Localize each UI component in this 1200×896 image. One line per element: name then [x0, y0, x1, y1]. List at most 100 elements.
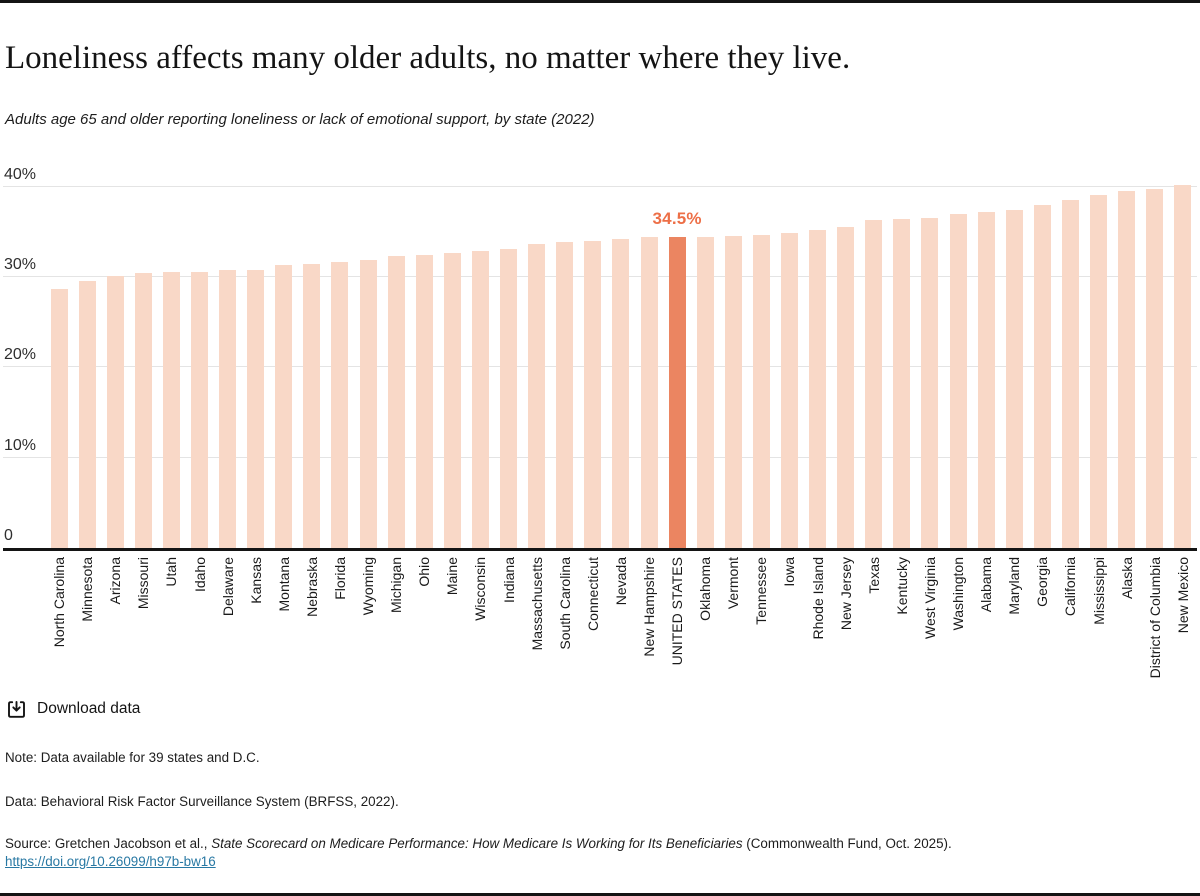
- x-tick-label: Massachusetts: [528, 556, 545, 651]
- bar-column: Kansas: [242, 187, 270, 604]
- source-report-title: State Scorecard on Medicare Performance:…: [211, 835, 743, 851]
- y-tick-label: 40%: [4, 165, 37, 183]
- bar-column: Rhode Island: [804, 187, 832, 639]
- bar[interactable]: [1005, 209, 1023, 548]
- bar[interactable]: [191, 271, 209, 548]
- x-tick-label: Georgia: [1034, 556, 1051, 607]
- bar-column: Washington: [944, 187, 972, 630]
- bar[interactable]: [303, 263, 321, 548]
- bar[interactable]: [809, 230, 827, 548]
- x-tick-label: Tennessee: [753, 556, 770, 625]
- bar-column: Delaware: [214, 187, 242, 616]
- y-tick-label: 10%: [4, 436, 37, 454]
- bar-column: Connecticut: [579, 187, 607, 631]
- bar-column: West Virginia: [916, 187, 944, 639]
- x-tick-label: Mississippi: [1090, 556, 1107, 625]
- bar-column: Missouri: [129, 187, 157, 609]
- bar[interactable]: [752, 234, 770, 548]
- bar[interactable]: [275, 264, 293, 548]
- bar[interactable]: [780, 232, 798, 548]
- x-tick-label: California: [1062, 556, 1079, 617]
- x-tick-label: Minnesota: [79, 556, 96, 622]
- x-tick-label: Connecticut: [584, 556, 601, 631]
- bars-row: North Carolina Minnesota Arizona Missouri Ut…: [3, 185, 1197, 678]
- bar-column: Tennessee: [747, 187, 775, 625]
- bar[interactable]: [247, 269, 265, 548]
- x-tick-label: New Hampshire: [641, 556, 658, 657]
- x-tick-label: Alaska: [1118, 556, 1135, 599]
- bar-chart: 0 10% 20% 30% 40% North Carolina Minnesota Ariz…: [3, 166, 1197, 700]
- bar[interactable]: [134, 272, 152, 548]
- x-tick-label: Nevada: [612, 556, 629, 606]
- note-text: Note: Data available for 39 states and D…: [5, 749, 260, 765]
- bar[interactable]: [359, 260, 377, 548]
- bar-column: Massachusetts: [523, 187, 551, 650]
- page-title: Loneliness affects many older adults, no…: [5, 40, 851, 76]
- bar[interactable]: [865, 220, 883, 548]
- bar[interactable]: [471, 251, 489, 548]
- bar[interactable]: [387, 255, 405, 548]
- bar[interactable]: [528, 243, 546, 548]
- x-tick-label: Texas: [865, 556, 882, 594]
- bar-column: Florida: [326, 187, 354, 600]
- x-tick-label: Oklahoma: [697, 556, 714, 621]
- bar[interactable]: [893, 219, 911, 548]
- x-tick-label: Nebraska: [303, 556, 320, 617]
- bar[interactable]: [443, 252, 461, 548]
- plot-area: 0 10% 20% 30% 40% North Carolina Minnesota Ariz…: [3, 166, 1197, 678]
- bar[interactable]: [415, 254, 433, 548]
- bar[interactable]: [219, 269, 237, 548]
- x-tick-label: Washington: [950, 556, 967, 631]
- bar-column: Iowa: [775, 187, 803, 587]
- bar[interactable]: [1118, 191, 1136, 548]
- x-tick-label: District of Columbia: [1146, 556, 1163, 679]
- y-tick-label: 0: [4, 526, 13, 544]
- x-tick-label: Delaware: [219, 556, 236, 617]
- bar[interactable]: [50, 288, 68, 548]
- bar[interactable]: [724, 235, 742, 548]
- bar[interactable]: [584, 241, 602, 548]
- bar[interactable]: [331, 261, 349, 548]
- bar[interactable]: [640, 237, 658, 548]
- bar-column: Michigan: [382, 187, 410, 613]
- bar[interactable]: [500, 249, 518, 548]
- x-tick-label: Wyoming: [360, 556, 377, 616]
- x-tick-label: West Virginia: [921, 556, 938, 639]
- download-data-button[interactable]: Download data: [7, 700, 140, 719]
- bar-column: Maine: [438, 187, 466, 595]
- bar[interactable]: [696, 236, 714, 548]
- data-source-text: Data: Behavioral Risk Factor Surveillanc…: [5, 793, 399, 809]
- download-label: Download data: [37, 700, 141, 718]
- bar-column: Texas: [860, 187, 888, 594]
- source-text: Source: Gretchen Jacobson et al., State …: [5, 835, 1197, 871]
- bar[interactable]: [977, 212, 995, 548]
- bar[interactable]: [1090, 195, 1108, 548]
- bar[interactable]: [949, 214, 967, 548]
- x-tick-label: Kansas: [247, 556, 264, 604]
- x-tick-label: Alabama: [978, 556, 995, 613]
- x-tick-label: Michigan: [388, 556, 405, 613]
- bar[interactable]: [556, 242, 574, 548]
- bar-united-states[interactable]: [668, 236, 686, 548]
- x-tick-label: North Carolina: [51, 556, 68, 648]
- x-tick-label: Utah: [163, 556, 180, 587]
- bar[interactable]: [1146, 188, 1164, 548]
- bar[interactable]: [837, 226, 855, 548]
- x-tick-label: Maine: [444, 556, 461, 596]
- x-tick-label: Iowa: [781, 556, 798, 587]
- bar[interactable]: [612, 239, 630, 548]
- bar[interactable]: [1174, 185, 1192, 548]
- bar[interactable]: [106, 276, 124, 548]
- bar[interactable]: [1061, 200, 1079, 548]
- bar-column: Ohio: [410, 187, 438, 587]
- bar-column: District of Columbia: [1141, 187, 1169, 678]
- bar-column: Mississippi: [1084, 187, 1112, 625]
- bar-column: Georgia: [1028, 187, 1056, 607]
- bar[interactable]: [162, 271, 180, 548]
- doi-link[interactable]: https://doi.org/10.26099/h97b-bw16: [5, 853, 216, 869]
- bar[interactable]: [1033, 205, 1051, 548]
- bar[interactable]: [78, 280, 96, 548]
- bar-column: Montana: [270, 187, 298, 611]
- bar[interactable]: [921, 217, 939, 548]
